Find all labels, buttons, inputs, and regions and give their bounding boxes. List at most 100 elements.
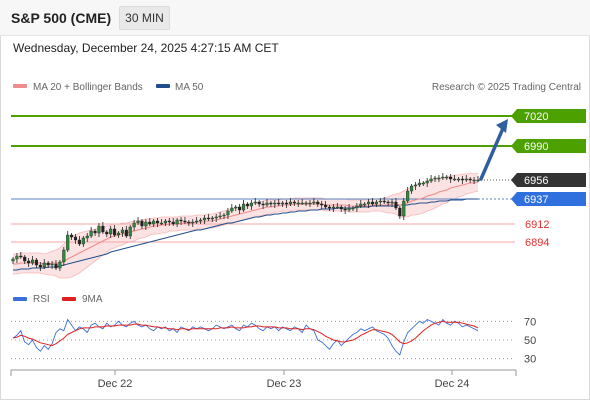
candle — [386, 200, 390, 206]
candle-body — [253, 201, 257, 204]
candle — [433, 176, 437, 182]
candle-body — [351, 207, 355, 210]
candle-body — [327, 206, 332, 209]
candle — [163, 219, 167, 226]
candle-body — [191, 221, 195, 224]
candle — [425, 178, 429, 187]
credit-text: Research © 2025 Trading Central — [432, 82, 581, 93]
candle — [398, 206, 402, 219]
candle — [359, 200, 363, 208]
candle — [241, 200, 246, 212]
candle — [343, 206, 347, 214]
ma50-swatch — [156, 84, 170, 88]
candle — [413, 182, 418, 190]
rsi-legend-label: RSI — [33, 294, 50, 305]
candle-body — [402, 200, 406, 217]
candle — [417, 179, 421, 187]
level-lines — [11, 115, 515, 243]
candle — [277, 199, 281, 206]
candle-body — [210, 217, 214, 220]
candle — [452, 175, 457, 181]
support-tag-6894: 6894 — [525, 237, 549, 249]
candle-body — [421, 182, 425, 185]
candle — [187, 220, 191, 226]
candle-body — [339, 206, 343, 210]
x-axis-ticks: Dec 22 Dec 23 Dec 24 — [98, 370, 469, 390]
candle-body — [199, 219, 203, 222]
candle-body — [367, 201, 371, 205]
candle-body — [175, 219, 179, 225]
candle-body — [183, 220, 187, 223]
candle-body — [273, 202, 277, 205]
candle-body — [73, 236, 78, 241]
price-tag-7020: 7020 — [511, 109, 586, 123]
candle — [316, 200, 320, 207]
candle — [300, 199, 304, 205]
price-tag-label: 6937 — [524, 194, 548, 206]
candle-body — [66, 234, 70, 251]
candle — [109, 226, 113, 238]
timeframe-selector[interactable]: 30 MIN — [119, 6, 170, 30]
candle-body — [425, 180, 429, 184]
x-tick-label: Dec 22 — [98, 378, 133, 390]
candle-body — [113, 228, 117, 236]
candle-body — [320, 203, 324, 206]
rsi-swatch — [13, 297, 27, 301]
candle — [81, 236, 85, 247]
level-tags: 7020 6990 6956 6937 6912 6894 — [511, 109, 586, 249]
candle — [320, 201, 324, 209]
rsi-ma-legend-label: 9MA — [82, 294, 103, 305]
candle — [367, 199, 371, 208]
rsi-panel: 70 50 30 — [11, 316, 536, 366]
candle — [406, 187, 410, 203]
candle — [226, 208, 230, 219]
candle — [472, 177, 476, 184]
candle-body — [62, 249, 66, 263]
candle — [288, 198, 292, 206]
candle — [93, 229, 97, 236]
candle-body — [234, 206, 238, 209]
candle-body — [34, 259, 39, 266]
candle — [46, 261, 50, 268]
price-tag-label: 7020 — [524, 111, 548, 123]
candle — [312, 198, 316, 205]
candle — [234, 205, 238, 211]
main-legend: MA 20 + Bollinger Bands MA 50 Research ©… — [13, 82, 581, 93]
candle-body — [312, 201, 316, 204]
candle — [58, 260, 62, 271]
candle-body — [281, 202, 285, 205]
price-tag-bg — [511, 109, 586, 123]
candle — [167, 218, 171, 226]
candle-body — [288, 201, 292, 205]
candle-body — [54, 263, 58, 269]
candle-body — [343, 208, 347, 211]
candle-body — [410, 185, 414, 192]
price-tag-6937: 6937 — [511, 192, 586, 206]
price-tag-6956: 6956 — [511, 173, 586, 187]
candle-body — [58, 261, 62, 269]
ma50-legend-label: MA 50 — [175, 82, 204, 93]
candle — [132, 220, 136, 231]
candle — [351, 206, 355, 211]
candle-body — [81, 237, 85, 245]
candle — [273, 200, 277, 208]
candle-body — [163, 220, 167, 224]
candle-body — [394, 201, 398, 209]
candle-body — [148, 221, 152, 225]
candle — [159, 219, 164, 225]
candle — [284, 200, 289, 208]
candle — [156, 218, 160, 227]
price-tag-bg — [511, 173, 586, 187]
candle — [390, 199, 394, 207]
candle — [179, 217, 183, 225]
candle-body — [265, 202, 269, 206]
candle-body — [214, 216, 218, 219]
candle — [15, 253, 19, 263]
candle-body — [230, 207, 234, 212]
candle-body — [374, 201, 378, 205]
candle-body — [11, 258, 15, 262]
candle-body — [23, 256, 27, 262]
candle — [124, 226, 128, 238]
candle — [218, 212, 222, 219]
